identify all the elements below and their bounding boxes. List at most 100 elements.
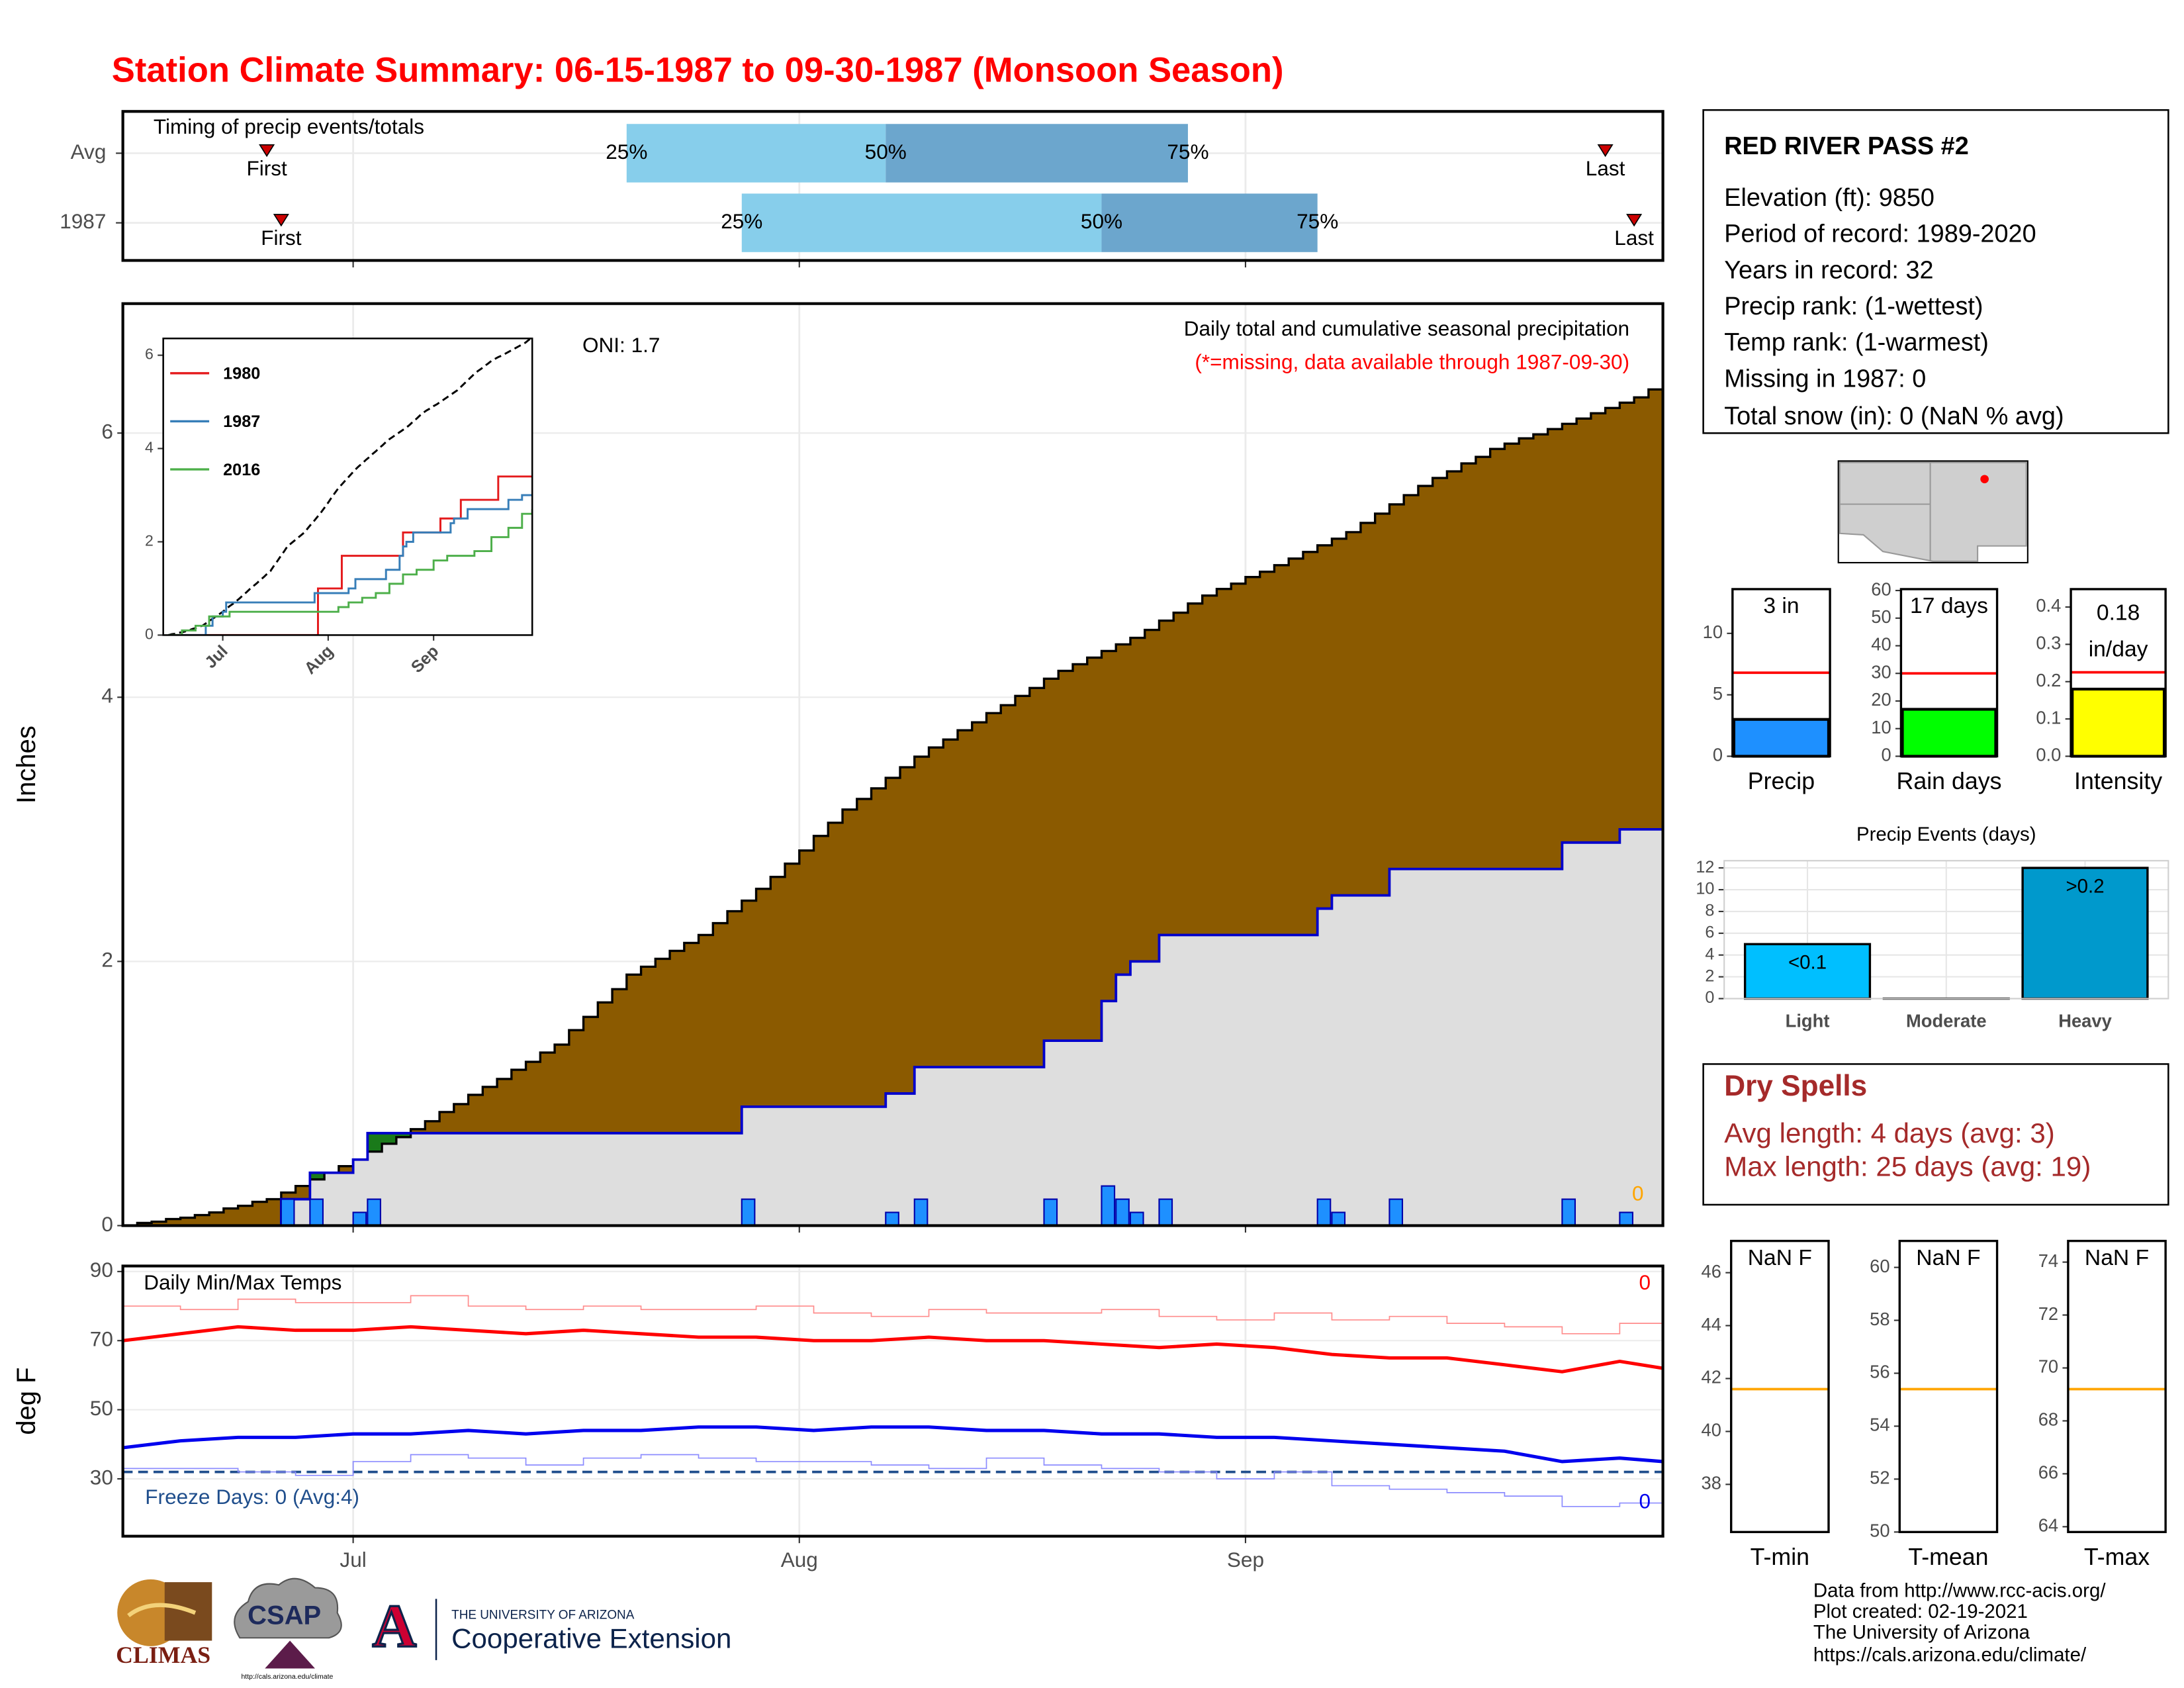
value-label: 3 in xyxy=(1763,594,1799,618)
plot-frame xyxy=(1899,588,1999,758)
missing-count: 0 xyxy=(1639,1489,1651,1513)
cumulative-line xyxy=(122,827,1663,1226)
y-tick-label: 0.4 xyxy=(2036,595,2061,616)
plot-frame xyxy=(121,1264,1664,1538)
footer-line: https://cals.arizona.edu/climate/ xyxy=(1813,1644,2087,1665)
freeze-label: Freeze Days: 0 (Avg:4) xyxy=(145,1485,359,1509)
daily-bar xyxy=(1129,1211,1144,1226)
daily-bar xyxy=(1158,1198,1173,1226)
logo-text: Cooperative Extension xyxy=(451,1623,731,1654)
y-tick-label: 38 xyxy=(1702,1473,1721,1493)
y-tick-label: 60 xyxy=(1871,579,1891,599)
value-label: 17 days xyxy=(1910,594,1988,618)
value-label: NaN F xyxy=(2085,1246,2149,1270)
ua-logo: A THE UNIVERSITY OF ARIZONA Cooperative … xyxy=(371,1592,731,1662)
dry-spells-title: Dry Spells xyxy=(1724,1070,1867,1102)
y-tick-label: 56 xyxy=(1870,1362,1889,1382)
footer-line: Data from http://www.rcc-acis.org/ xyxy=(1813,1580,2106,1602)
y-tick-label: 90 xyxy=(90,1258,113,1282)
y-axis-label: Inches xyxy=(12,726,41,804)
event-label: Last xyxy=(1586,156,1625,180)
series-line xyxy=(168,509,533,635)
y-tick-label: 70 xyxy=(90,1327,113,1351)
y-axis-label: deg F xyxy=(12,1367,41,1434)
event-label: First xyxy=(246,156,287,180)
daily-bar xyxy=(913,1198,929,1226)
logo-shape xyxy=(234,1577,342,1639)
bar xyxy=(2071,687,2166,758)
y-tick-label: 66 xyxy=(2038,1462,2058,1483)
bar xyxy=(1743,943,1872,1000)
y-tick-label: 0.1 xyxy=(2036,707,2061,727)
series-line xyxy=(168,494,533,635)
series-line xyxy=(122,1454,1663,1517)
bar xyxy=(1901,708,1997,758)
plot-background xyxy=(1731,1241,1829,1532)
category-label: T-mean xyxy=(1908,1544,1988,1570)
y-tick-label: 12 xyxy=(1696,858,1714,876)
series-line xyxy=(122,1295,1663,1335)
logo-text: CLIMAS xyxy=(116,1642,210,1668)
map-land xyxy=(1839,461,2027,562)
locator-map xyxy=(1837,460,2028,564)
quartile-bar xyxy=(1101,193,1318,252)
daily-bar xyxy=(1101,1185,1116,1226)
y-tick-label: 72 xyxy=(2038,1303,2058,1324)
daily-bar xyxy=(1043,1198,1058,1226)
series-line xyxy=(122,1325,1663,1374)
y-tick-label: 0 xyxy=(101,1212,113,1236)
plot-frame xyxy=(1731,588,1831,758)
x-tick-label: Aug xyxy=(781,1548,818,1571)
y-tick-label: 10 xyxy=(1696,880,1714,898)
y-tick-label: 0 xyxy=(145,626,154,643)
station-line: Missing in 1987: 0 xyxy=(1724,365,1926,393)
dry-spells-line: Avg length: 4 days (avg: 3) xyxy=(1724,1117,2055,1149)
legend-label: 1980 xyxy=(223,365,260,383)
plot-area xyxy=(167,338,533,635)
y-tick-label: 50 xyxy=(1870,1521,1889,1541)
y-tick-label: 4 xyxy=(101,684,113,708)
x-tick-label: Jul xyxy=(340,1548,366,1571)
y-tick-label: 0.0 xyxy=(2036,745,2061,765)
y-tick-label: 74 xyxy=(2038,1250,2058,1271)
y-tick-label: 1987 xyxy=(60,209,106,233)
station-line: Elevation (ft): 9850 xyxy=(1724,184,1934,212)
y-tick-label: 40 xyxy=(1871,634,1891,655)
threshold-label: >0.2 xyxy=(2066,875,2104,897)
logo-text: http://cals.arizona.edu/climate xyxy=(241,1673,333,1681)
plot-frame xyxy=(1723,860,2169,1000)
y-tick-label: 4 xyxy=(145,439,154,456)
missing-count: 0 xyxy=(1639,1270,1651,1294)
daily-bar xyxy=(741,1198,756,1226)
chart-subtitle: (*=missing, data available through 1987-… xyxy=(1195,350,1629,373)
event-marker xyxy=(1597,144,1614,158)
y-tick-label: 42 xyxy=(1702,1367,1721,1387)
y-tick-label: 60 xyxy=(1870,1256,1889,1276)
missing-count: 0 xyxy=(1632,1182,1644,1205)
plot-background xyxy=(1899,1241,1997,1532)
series-line xyxy=(122,1425,1663,1464)
plot-background xyxy=(2068,1241,2166,1532)
station-line: Precip rank: (1-wettest) xyxy=(1724,293,1983,320)
y-tick-label: 44 xyxy=(1702,1314,1721,1335)
quartile-label: 25% xyxy=(606,140,647,164)
plot-area xyxy=(122,1295,1663,1517)
y-tick-label: 54 xyxy=(1870,1415,1889,1435)
y-tick-label: 50 xyxy=(1871,606,1891,627)
chart-title: Daily total and cumulative seasonal prec… xyxy=(1184,316,1629,340)
daily-bar xyxy=(1561,1198,1576,1226)
category-label: Rain days xyxy=(1896,768,2001,794)
plot-frame xyxy=(2070,588,2167,758)
category-label: T-max xyxy=(2084,1544,2150,1570)
quartile-bar xyxy=(886,124,1188,183)
daily-bar xyxy=(1619,1211,1634,1226)
plot-background xyxy=(163,338,533,635)
panel-title: Precip Events (days) xyxy=(1856,823,2036,845)
logo-text: THE UNIVERSITY OF ARIZONA xyxy=(451,1609,635,1622)
value-label: NaN F xyxy=(1916,1246,1980,1270)
below-average-area xyxy=(122,829,1663,1226)
y-tick-label: 10 xyxy=(1703,622,1723,642)
daily-bar xyxy=(280,1198,295,1226)
